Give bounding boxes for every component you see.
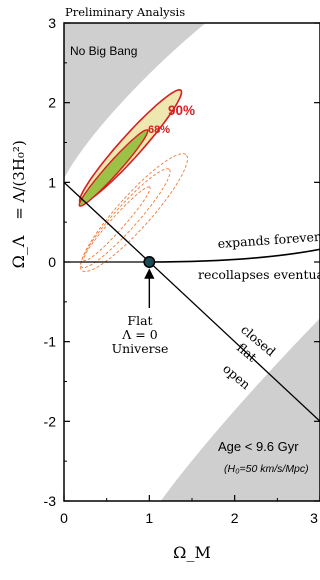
dashed-contour: [80, 168, 171, 269]
y-tick-label: -2: [44, 413, 57, 429]
flat-universe-label-line1: Flat: [127, 313, 152, 328]
age-label: Age < 9.6 Gyr: [218, 439, 299, 454]
y-tick-label: -1: [44, 334, 57, 350]
flat-universe-label-line2: Λ = 0: [121, 327, 157, 342]
x-tick-label: 3: [310, 510, 318, 526]
x-axis-ticks: 0 1 2 3: [60, 495, 320, 526]
y-axis-ticks: -3 -2 -1 0 1 2 3: [44, 15, 320, 509]
x-tick-label: 2: [231, 510, 239, 526]
y-tick-label: 0: [48, 254, 56, 270]
flat-universe-label-line3: Universe: [112, 341, 169, 356]
x-axis-label: Ω_M: [173, 543, 211, 562]
label-90: 90%: [168, 103, 195, 118]
dashed-contour: [83, 186, 151, 262]
header-text: Preliminary Analysis: [65, 5, 185, 19]
expansion-boundary-curve: [149, 248, 320, 263]
y-tick-label: 1: [48, 174, 56, 190]
y-tick-label: -3: [44, 493, 57, 509]
contour-68-fill: [78, 129, 149, 207]
dashed-contour: [80, 153, 188, 273]
x-tick-label: 0: [60, 510, 68, 526]
age-sublabel: (H₀=50 km/s/Mpc): [224, 463, 309, 475]
y-tick-label: 2: [48, 95, 56, 111]
dashed-contours: [80, 153, 188, 273]
open-label: open: [220, 361, 253, 392]
no-big-bang-region: [64, 23, 206, 179]
y-tick-label: 3: [48, 15, 56, 31]
age-limit-region: [160, 318, 320, 501]
x-tick-label: 1: [145, 510, 153, 526]
expands-label: expands forever: [217, 229, 320, 251]
no-big-bang-label: No Big Bang: [70, 44, 137, 58]
flat-universe-line: [64, 181, 320, 422]
y-axis-label-symbol: Ω_Λ: [9, 235, 28, 268]
recollapses-label: recollapses eventually: [198, 267, 320, 282]
flat-universe-arrow: [144, 268, 155, 308]
flat-universe-point: [143, 256, 156, 268]
label-68: 68%: [148, 124, 170, 136]
y-axis-label-formula: = Λ/(3H₀²): [10, 140, 28, 220]
